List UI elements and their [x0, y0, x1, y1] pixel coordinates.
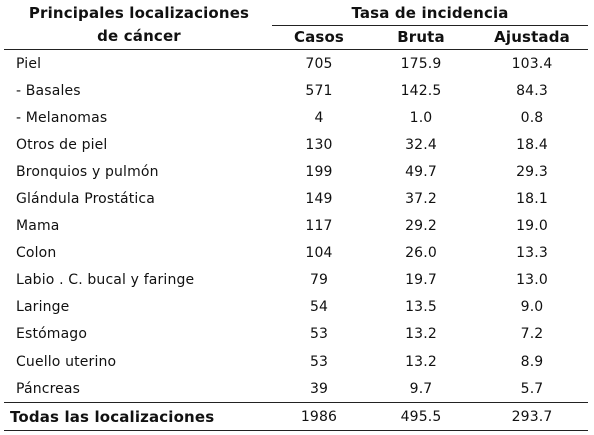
cell-bruta: 29.2 — [405, 218, 437, 235]
cell-bruta: 49.7 — [405, 163, 437, 180]
total-bruta: 495.5 — [366, 402, 476, 432]
table-row: Glándula Prostática 149 37.2 18.1 — [4, 185, 588, 212]
table-row: Cuello uterino 53 13.2 8.9 — [4, 348, 588, 375]
cell-casos: 39 — [309, 380, 329, 397]
cell-location: Bronquios y pulmón — [16, 163, 159, 180]
table-row: Páncreas 39 9.7 5.7 — [4, 375, 588, 403]
table-row: Bronquios y pulmón 199 49.7 29.3 — [4, 158, 588, 185]
cell-location: Otros de piel — [16, 136, 108, 153]
cell-casos: 53 — [309, 353, 329, 370]
cell-location: Laringe — [16, 299, 70, 316]
cell-location: Mama — [16, 218, 60, 235]
table-row: Piel 705 175.9 103.4 — [4, 50, 588, 78]
cell-ajustada: 5.7 — [520, 380, 544, 397]
cell-location: Páncreas — [16, 380, 81, 397]
table-row: - Melanomas 4 1.0 0.8 — [4, 104, 588, 131]
cell-ajustada: 18.1 — [516, 191, 548, 208]
cell-casos: 54 — [309, 299, 329, 316]
cell-location: Glándula Prostática — [16, 191, 155, 208]
header-location: Principales localizaciones de cáncer — [4, 2, 272, 50]
cell-bruta: 32.4 — [405, 136, 437, 153]
cell-ajustada: 13.0 — [516, 272, 548, 289]
cell-casos: 79 — [309, 272, 329, 289]
cell-ajustada: 18.4 — [516, 136, 548, 153]
cell-bruta: 19.7 — [405, 272, 437, 289]
header-casos: Casos — [272, 25, 366, 50]
cell-ajustada: 19.0 — [516, 218, 548, 235]
table-row: - Basales 571 142.5 84.3 — [4, 77, 588, 104]
cell-location: Colon — [16, 245, 57, 262]
cell-ajustada: 0.8 — [520, 109, 544, 126]
cell-bruta: 13.2 — [405, 326, 437, 343]
cell-location: - Basales — [16, 82, 81, 99]
cell-ajustada: 29.3 — [516, 163, 548, 180]
cell-ajustada: 7.2 — [520, 326, 544, 343]
table-row: Otros de piel 130 32.4 18.4 — [4, 131, 588, 158]
cell-casos: 53 — [309, 326, 329, 343]
cell-casos: 117 — [305, 218, 333, 235]
total-casos: 1986 — [272, 402, 366, 432]
cell-bruta: 9.7 — [409, 380, 433, 397]
header-location-line1: Principales localizaciones — [28, 4, 250, 22]
cell-ajustada: 9.0 — [520, 299, 544, 316]
table-row: Estómago 53 13.2 7.2 — [4, 321, 588, 348]
cell-location: Estómago — [16, 326, 88, 343]
cell-ajustada: 8.9 — [520, 353, 544, 370]
total-ajustada: 293.7 — [476, 402, 588, 432]
cell-casos: 104 — [305, 245, 333, 262]
cancer-incidence-table: Principales localizaciones de cáncer Tas… — [4, 2, 588, 432]
table-body: Piel 705 175.9 103.4 - Basales 571 142.5… — [4, 50, 588, 432]
cell-bruta: 13.2 — [405, 353, 437, 370]
cell-casos: 571 — [305, 82, 333, 99]
header-bruta: Bruta — [366, 25, 476, 50]
header-ajustada: Ajustada — [476, 25, 588, 50]
cell-ajustada: 13.3 — [516, 245, 548, 262]
cell-casos: 130 — [305, 136, 333, 153]
cell-location: - Melanomas — [16, 109, 108, 126]
cell-bruta: 175.9 — [400, 55, 442, 72]
header-location-line2: de cáncer — [97, 27, 181, 45]
table-row: Labio . C. bucal y faringe 79 19.7 13.0 — [4, 267, 588, 294]
cell-location: Piel — [16, 55, 42, 72]
cell-bruta: 1.0 — [409, 109, 433, 126]
cell-location: Cuello uterino — [16, 353, 117, 370]
table-row: Mama 117 29.2 19.0 — [4, 213, 588, 240]
table-row: Laringe 54 13.5 9.0 — [4, 294, 588, 321]
cell-casos: 705 — [305, 55, 333, 72]
table-header: Principales localizaciones de cáncer Tas… — [4, 2, 588, 50]
table-row: Colon 104 26.0 13.3 — [4, 240, 588, 267]
cell-ajustada: 103.4 — [511, 55, 553, 72]
cell-bruta: 37.2 — [405, 191, 437, 208]
cell-ajustada: 84.3 — [516, 82, 548, 99]
cell-bruta: 142.5 — [400, 82, 442, 99]
total-location: Todas las localizaciones — [4, 402, 272, 432]
cell-casos: 4 — [314, 109, 324, 126]
cell-bruta: 26.0 — [405, 245, 437, 262]
header-incidence-rate: Tasa de incidencia — [272, 2, 588, 26]
cell-casos: 149 — [305, 191, 333, 208]
total-row: Todas las localizaciones 1986 495.5 293.… — [4, 402, 588, 432]
cell-location: Labio . C. bucal y faringe — [16, 272, 195, 289]
cell-casos: 199 — [305, 163, 333, 180]
cell-bruta: 13.5 — [405, 299, 437, 316]
